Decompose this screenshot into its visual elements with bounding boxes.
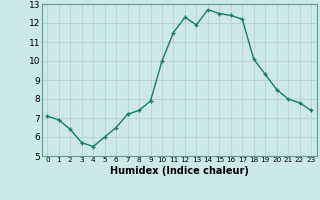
- X-axis label: Humidex (Indice chaleur): Humidex (Indice chaleur): [110, 166, 249, 176]
